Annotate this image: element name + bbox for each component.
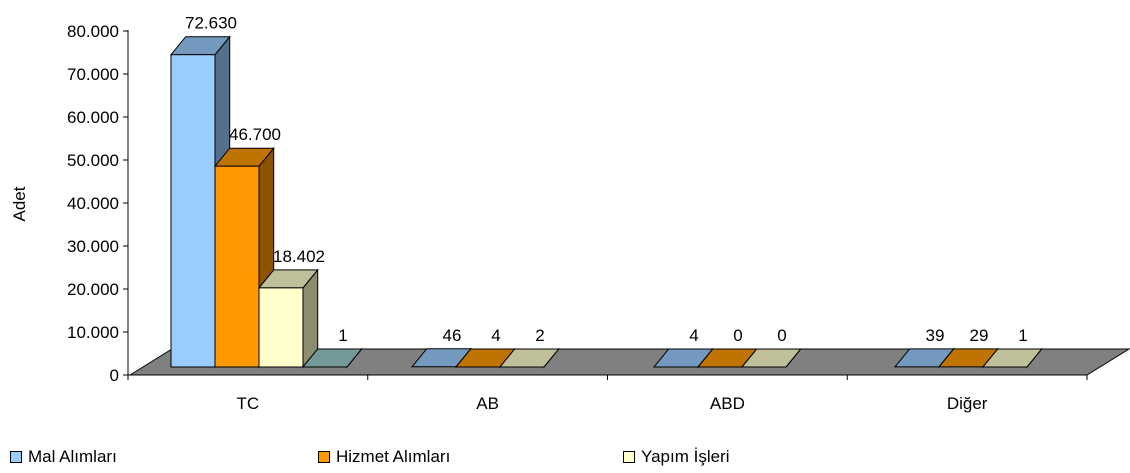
- data-label-mal-alimlari-abd: 4: [689, 326, 698, 345]
- data-label-series-4-tc: 1: [338, 326, 347, 345]
- bar-hizmet-alimlari-tc: [213, 146, 275, 369]
- bar-yapim-isleri-abd: [740, 348, 802, 368]
- legend-swatch-hizmet-alimlari: [318, 451, 330, 463]
- x-tick-label-diger: Diğer: [947, 394, 988, 413]
- y-axis: 0 10.000 20.000 30.000 40.000 50.000 60.000 70.…: [67, 22, 129, 385]
- y-axis-label: Adet: [10, 186, 29, 221]
- legend-swatch-yapim-isleri: [623, 451, 635, 463]
- bar-yapim-isleri-tc: [257, 268, 319, 369]
- data-label-hizmet-alimlari-tc: 46.700: [229, 125, 281, 144]
- data-labels: 72.630 46.700 18.402 1 46 4 2 4 0 0 39 29 1: [185, 14, 1028, 345]
- bar-yapim-isleri-diger: [981, 347, 1043, 369]
- x-tick-label-abd: ABD: [710, 394, 745, 413]
- data-label-yapim-isleri-tc: 18.402: [273, 247, 325, 266]
- data-label-hizmet-alimlari-ab: 4: [491, 326, 500, 345]
- data-label-yapim-isleri-abd: 0: [777, 326, 786, 345]
- x-tick-label-tc: TC: [237, 394, 260, 413]
- data-label-hizmet-alimlari-abd: 0: [733, 326, 742, 345]
- x-tick-label-ab: AB: [476, 394, 499, 413]
- y-tick-label: 60.000: [67, 108, 119, 127]
- legend-swatch-mal-alimlari: [10, 451, 22, 463]
- data-label-yapim-isleri-diger: 1: [1018, 326, 1027, 345]
- legend-item-mal-alimlari: Mal Alımları: [10, 447, 117, 467]
- data-label-mal-alimlari-diger: 39: [926, 326, 945, 345]
- data-label-hizmet-alimlari-diger: 29: [970, 326, 989, 345]
- data-label-mal-alimlari-tc: 72.630: [185, 14, 237, 33]
- bar-top: [740, 348, 802, 368]
- y-tick-label: 10.000: [67, 323, 119, 342]
- bar-yapim-isleri-ab: [498, 347, 560, 369]
- legend-label-mal-alimlari: Mal Alımları: [28, 447, 117, 466]
- legend: Mal Alımları Hizmet Alımları Yapım İşler…: [0, 447, 1130, 471]
- bars: [169, 35, 1043, 369]
- legend-item-hizmet-alimlari: Hizmet Alımları: [318, 447, 450, 467]
- y-tick-label: 70.000: [67, 65, 119, 84]
- bar-top: [301, 348, 363, 368]
- bar-series-4-tc: [301, 347, 363, 369]
- legend-label-hizmet-alimlari: Hizmet Alımları: [336, 447, 451, 466]
- legend-label-yapim-isleri: Yapım İşleri: [641, 447, 730, 466]
- y-tick-label: 30.000: [67, 237, 119, 256]
- data-label-mal-alimlari-ab: 46: [443, 326, 462, 345]
- data-label-yapim-isleri-ab: 2: [535, 326, 544, 345]
- y-tick-label: 20.000: [67, 280, 119, 299]
- legend-item-yapim-isleri: Yapım İşleri: [623, 447, 730, 467]
- bar-top: [981, 348, 1043, 368]
- x-axis: TC AB ABD Diğer: [127, 374, 1088, 413]
- bar-front: [214, 165, 260, 368]
- bar-top: [498, 348, 560, 368]
- y-tick-label: 0: [110, 366, 119, 385]
- y-tick-label: 50.000: [67, 151, 119, 170]
- y-tick-label: 80.000: [67, 22, 119, 41]
- bar-front: [170, 54, 216, 368]
- y-tick-label: 40.000: [67, 194, 119, 213]
- bar-front: [258, 287, 304, 368]
